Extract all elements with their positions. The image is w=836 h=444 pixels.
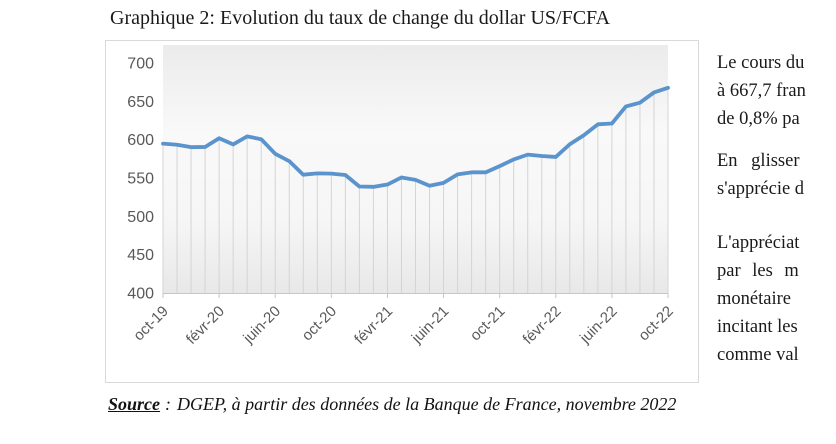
exchange-rate-line <box>161 85 670 189</box>
source-label: Source <box>108 394 161 414</box>
commentary-paragraph: Le cours du à 667,7 fran de 0,8% pa <box>717 49 836 133</box>
x-tick-label: oct-22 <box>635 303 677 345</box>
y-tick-label: 550 <box>127 171 154 188</box>
x-tick-label: oct-21 <box>467 303 509 345</box>
exchange-rate-chart: 700 650 600 550 500 450 400 oct-19 févr-20 juin-2… <box>105 40 699 383</box>
commentary-line: L'appréciat <box>717 233 800 253</box>
x-tick-label: févr-21 <box>351 303 396 348</box>
x-tick-label: juin-21 <box>408 303 453 348</box>
x-tick-label: févr-22 <box>520 303 565 348</box>
y-tick-label: 600 <box>127 132 154 149</box>
commentary-line: s'apprécie d <box>717 179 805 199</box>
source-line: Source: DGEP, à partir des données de la … <box>108 394 676 415</box>
x-tick-label: juin-22 <box>576 303 621 348</box>
source-text: DGEP, à partir des données de la Banque … <box>177 394 677 414</box>
commentary-line: comme val <box>717 345 799 365</box>
commentary-paragraph: L'appréciat par les m monétaire incitant le… <box>717 229 836 369</box>
x-tick-label: oct-20 <box>299 303 341 345</box>
commentary-line: à 667,7 fran <box>717 81 806 101</box>
source-colon: : <box>165 394 172 414</box>
commentary-line: monétaire <box>717 289 791 309</box>
commentary-line: de 0,8% pa <box>717 109 800 129</box>
commentary-column: Le cours du à 667,7 fran de 0,8% pa En glis… <box>717 49 836 383</box>
y-tick-label: 500 <box>127 209 154 226</box>
x-tick-label: juin-20 <box>239 303 284 348</box>
y-tick-label: 400 <box>127 286 154 303</box>
commentary-line: incitant les <box>717 317 798 337</box>
x-tick-label: févr-20 <box>183 303 228 348</box>
y-tick-label: 650 <box>127 94 154 111</box>
y-tick-label: 700 <box>127 56 154 73</box>
commentary-line: Le cours du <box>717 53 805 73</box>
x-tick-label: oct-19 <box>130 303 172 345</box>
commentary-line: par les m <box>717 261 799 281</box>
commentary-line: En glisser <box>717 151 800 171</box>
figure-title: Graphique 2: Evolution du taux de change… <box>110 7 611 29</box>
commentary-paragraph: En glisser s'apprécie d <box>717 147 836 203</box>
y-tick-label: 450 <box>127 247 154 264</box>
